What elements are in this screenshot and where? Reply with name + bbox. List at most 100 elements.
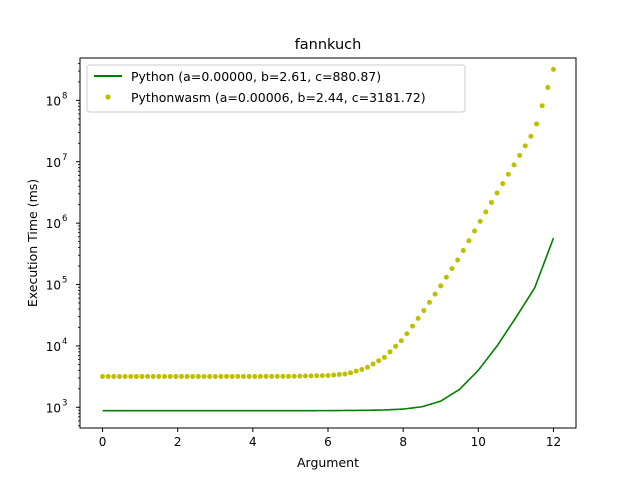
series-pythonwasm-point-46: [359, 367, 365, 373]
series-pythonwasm-point-12: [167, 373, 173, 379]
series-pythonwasm-point-0: [100, 373, 106, 379]
series-pythonwasm-point-72: [505, 171, 511, 177]
series-pythonwasm-point-79: [545, 85, 551, 91]
series-pythonwasm-point-39: [319, 373, 325, 379]
series-pythonwasm-point-1: [105, 373, 111, 379]
series-pythonwasm-point-54: [404, 331, 410, 337]
series-pythonwasm-point-37: [308, 373, 314, 379]
series-pythonwasm-point-61: [443, 274, 449, 280]
series-pythonwasm-point-31: [274, 373, 280, 379]
series-pythonwasm-point-17: [195, 373, 201, 379]
series-pythonwasm-point-27: [252, 373, 258, 379]
series-pythonwasm-point-55: [410, 323, 416, 329]
series-pythonwasm-point-22: [224, 373, 230, 379]
series-pythonwasm-point-21: [218, 373, 224, 379]
y-tick-exponent-10000000: 7: [62, 153, 67, 163]
series-pythonwasm-point-20: [212, 373, 218, 379]
x-tick-label-4: 4: [249, 435, 257, 449]
x-tick-label-10: 10: [471, 435, 486, 449]
series-pythonwasm-point-64: [460, 248, 466, 254]
series-pythonwasm-point-29: [263, 373, 269, 379]
series-pythonwasm-point-48: [370, 361, 376, 367]
series-pythonwasm-point-5: [128, 373, 134, 379]
series-pythonwasm-point-62: [449, 266, 455, 272]
series-pythonwasm-point-70: [494, 190, 500, 196]
chart-title: fannkuch: [295, 37, 362, 53]
series-pythonwasm-point-35: [297, 373, 303, 379]
series-pythonwasm-point-78: [539, 103, 545, 109]
y-tick-label-100000000: 10: [46, 94, 61, 108]
y-tick-label-10000000: 10: [46, 156, 61, 170]
series-pythonwasm-point-32: [280, 373, 286, 379]
series-pythonwasm-point-65: [466, 238, 472, 244]
series-pythonwasm-point-66: [472, 228, 478, 234]
series-pythonwasm-point-44: [348, 370, 354, 376]
series-pythonwasm-point-45: [353, 368, 359, 374]
series-pythonwasm-point-58: [426, 299, 432, 305]
series-pythonwasm-point-3: [116, 373, 122, 379]
series-pythonwasm-point-14: [178, 373, 184, 379]
series-pythonwasm-point-69: [488, 199, 494, 205]
legend-box: [86, 64, 466, 113]
series-pythonwasm-point-11: [162, 373, 168, 379]
y-tick-label-10000: 10: [46, 340, 61, 354]
y-tick-label-1000000: 10: [46, 217, 61, 231]
series-pythonwasm-point-34: [291, 373, 297, 379]
series-pythonwasm-point-19: [207, 373, 213, 379]
y-tick-label-100000: 10: [46, 279, 61, 293]
y-tick-exponent-100000: 5: [62, 276, 67, 286]
series-pythonwasm-point-36: [302, 373, 308, 379]
series-pythonwasm-point-15: [184, 373, 190, 379]
series-pythonwasm-point-2: [111, 373, 117, 379]
series-pythonwasm-point-13: [173, 373, 179, 379]
series-pythonwasm-point-25: [240, 373, 246, 379]
x-tick-label-8: 8: [399, 435, 407, 449]
series-pythonwasm-point-4: [122, 373, 128, 379]
legend: Python (a=0.00000, b=2.61, c=880.87) Pyt…: [86, 64, 466, 113]
series-pythonwasm-point-68: [483, 209, 489, 215]
series-pythonwasm-point-47: [364, 364, 370, 370]
y-axis-label: Execution Time (ms): [25, 179, 40, 307]
legend-python-label: Python (a=0.00000, b=2.61, c=880.87): [131, 69, 381, 84]
series-pythonwasm-point-80: [550, 66, 556, 72]
series-pythonwasm-point-76: [528, 133, 534, 139]
series-pythonwasm-point-24: [235, 373, 241, 379]
series-pythonwasm-point-6: [133, 373, 139, 379]
series-pythonwasm-point-52: [393, 343, 399, 349]
y-tick-exponent-1000000: 6: [62, 214, 67, 224]
legend-pythonwasm-marker: [105, 94, 111, 100]
series-pythonwasm-point-56: [415, 315, 421, 321]
series-pythonwasm-point-38: [314, 373, 320, 379]
series-pythonwasm-point-67: [477, 218, 483, 224]
series-pythonwasm-point-53: [398, 338, 404, 344]
x-axis-label: Argument: [297, 455, 359, 470]
series-pythonwasm-point-63: [455, 257, 461, 263]
series-pythonwasm-point-71: [500, 181, 506, 187]
x-tick-label-6: 6: [324, 435, 332, 449]
series-python-line: [102, 237, 555, 412]
x-tick-label-2: 2: [174, 435, 182, 449]
series-pythonwasm-point-42: [336, 372, 342, 378]
series-pythonwasm-point-18: [201, 373, 207, 379]
y-tick-exponent-100000000: 8: [62, 91, 67, 101]
series-pythonwasm-point-23: [229, 373, 235, 379]
series-pythonwasm-point-74: [517, 152, 523, 158]
series-pythonwasm-point-16: [190, 373, 196, 379]
series-pythonwasm-point-26: [246, 373, 252, 379]
series-pythonwasm-point-49: [376, 358, 382, 364]
series-pythonwasm-point-43: [342, 371, 348, 377]
y-tick-exponent-1000: 3: [62, 398, 67, 408]
series-pythonwasm-point-8: [145, 373, 151, 379]
series-pythonwasm-point-60: [438, 283, 444, 289]
series-pythonwasm-point-50: [381, 354, 387, 360]
series-pythonwasm-point-77: [534, 121, 540, 127]
x-tick-label-12: 12: [546, 435, 561, 449]
series-pythonwasm-point-51: [387, 349, 393, 355]
series-pythonwasm-point-33: [286, 373, 292, 379]
series-pythonwasm-point-10: [156, 373, 162, 379]
series-pythonwasm-point-73: [511, 162, 517, 168]
x-tick-label-0: 0: [99, 435, 107, 449]
series-pythonwasm-point-57: [421, 308, 427, 314]
y-tick-exponent-10000: 4: [62, 337, 67, 347]
